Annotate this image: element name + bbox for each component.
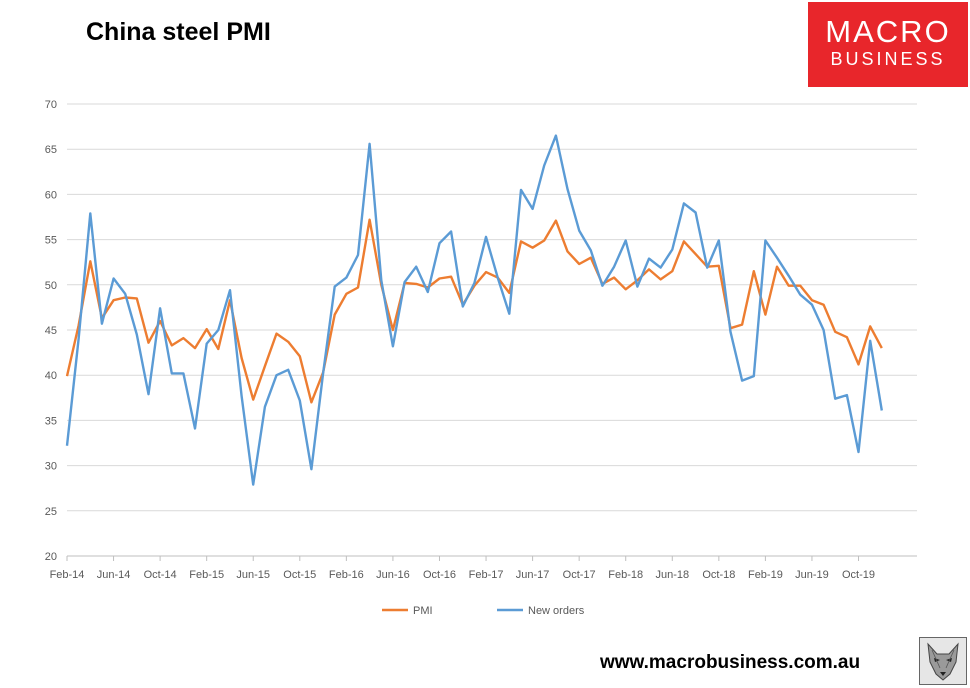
y-tick-label: 20	[45, 551, 57, 563]
y-tick-label: 40	[45, 370, 57, 382]
x-tick-label: Oct-16	[423, 569, 456, 581]
x-tick-label: Oct-19	[842, 569, 875, 581]
y-tick-label: 30	[45, 461, 57, 473]
chart-title: China steel PMI	[86, 18, 271, 46]
x-tick-label: Oct-17	[563, 569, 596, 581]
x-tick-label: Feb-14	[50, 569, 85, 581]
x-tick-label: Jun-19	[795, 569, 829, 581]
y-tick-label: 35	[45, 415, 57, 427]
footer-url: www.macrobusiness.com.au	[600, 652, 861, 673]
x-tick-label: Jun-18	[655, 569, 689, 581]
legend-label: PMI	[413, 605, 433, 617]
x-tick-label: Feb-17	[469, 569, 504, 581]
x-tick-label: Feb-18	[608, 569, 643, 581]
macrobusiness-logo: MACRO BUSINESS	[808, 2, 968, 87]
y-tick-label: 65	[45, 144, 57, 156]
y-axis-ticks: 20 25 30 35 40 45 50 55 60 65 70	[45, 99, 57, 563]
x-tick-label: Oct-18	[702, 569, 735, 581]
series-lines	[65, 134, 883, 486]
y-tick-label: 45	[45, 325, 57, 337]
x-tick-label: Oct-15	[283, 569, 316, 581]
x-tick-label: Feb-16	[329, 569, 364, 581]
x-tick-label: Jun-17	[516, 569, 550, 581]
legend-label: New orders	[528, 605, 585, 617]
gridlines	[67, 103, 917, 557]
logo-line-business: BUSINESS	[830, 49, 946, 69]
legend: PMI New orders	[382, 605, 585, 617]
logo-line-macro: MACRO	[825, 14, 951, 49]
wolf-logo-icon	[919, 637, 967, 685]
x-tick-label: Feb-19	[748, 569, 783, 581]
x-tick-label: Jun-16	[376, 569, 410, 581]
x-tick-label: Jun-15	[236, 569, 270, 581]
y-tick-label: 25	[45, 506, 57, 518]
y-tick-label: 60	[45, 189, 57, 201]
x-tick-label: Oct-14	[144, 569, 177, 581]
y-tick-label: 55	[45, 235, 57, 247]
x-tick-label: Jun-14	[97, 569, 131, 581]
y-tick-label: 70	[45, 99, 57, 111]
x-tick-label: Feb-15	[189, 569, 224, 581]
y-tick-label: 50	[45, 280, 57, 292]
x-axis-ticks: Feb-14 Jun-14 Oct-14 Feb-15 Jun-15 Oct-15 Feb-…	[50, 556, 875, 581]
series-line-new-orders	[65, 134, 883, 486]
